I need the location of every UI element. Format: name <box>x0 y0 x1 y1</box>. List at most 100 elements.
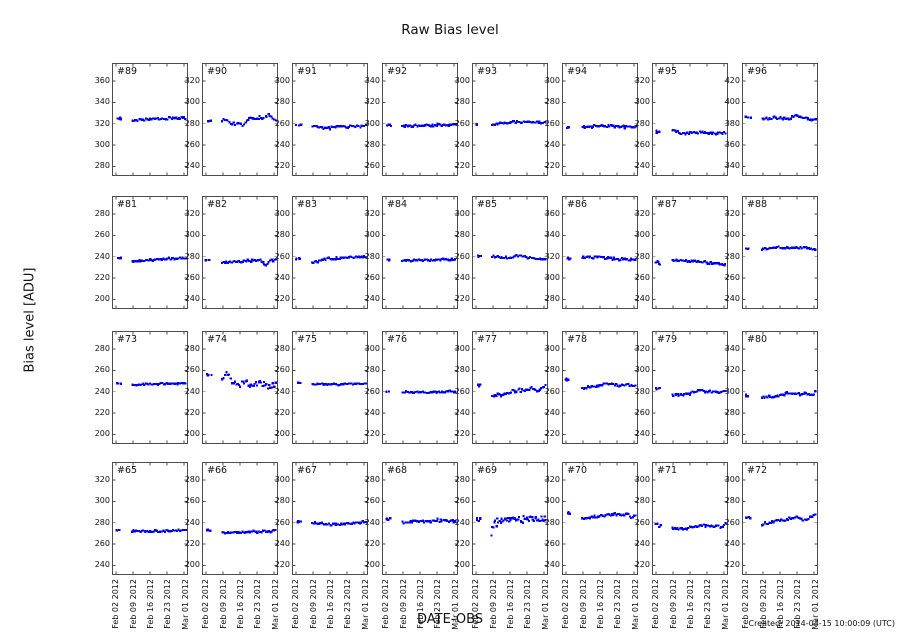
scatter-points-canvas <box>113 463 187 574</box>
y-tick-label: 300 <box>544 76 560 86</box>
y-tick-label: 220 <box>544 161 560 171</box>
y-tick-label: 200 <box>184 429 200 439</box>
y-tick-label: 200 <box>364 560 380 570</box>
subplot-label: #65 <box>117 465 138 476</box>
y-axis-label: Bias level [ADU] <box>22 267 38 373</box>
subplot-label: #79 <box>657 334 678 345</box>
y-tick-label: 280 <box>94 209 110 219</box>
y-tick-label: 280 <box>544 517 560 527</box>
y-tick-label: 280 <box>724 251 740 261</box>
subplot-label: #78 <box>567 334 588 345</box>
y-tick-label: 260 <box>544 386 560 396</box>
y-tick-label: 280 <box>454 230 470 240</box>
subplot-94: #94 <box>562 63 638 176</box>
y-tick-label: 320 <box>544 251 560 261</box>
y-tick-label: 260 <box>544 539 560 549</box>
subplot-label: #93 <box>477 66 498 77</box>
y-tick-label: 240 <box>364 408 380 418</box>
y-tick-label: 260 <box>454 496 470 506</box>
y-tick-label: 280 <box>364 251 380 261</box>
y-tick-label: 260 <box>634 408 650 418</box>
y-tick-label: 260 <box>724 273 740 283</box>
y-tick-label: 300 <box>364 118 380 128</box>
subplot-label: #66 <box>207 465 228 476</box>
y-tick-label: 260 <box>184 140 200 150</box>
y-tick-label: 300 <box>634 475 650 485</box>
subplot-73: #73 <box>112 331 188 444</box>
y-tick-label: 240 <box>274 273 290 283</box>
scatter-points-canvas <box>293 64 367 175</box>
y-tick-label: 320 <box>94 118 110 128</box>
y-tick-label: 260 <box>184 273 200 283</box>
y-tick-label: 240 <box>94 251 110 261</box>
subplot-label: #85 <box>477 199 498 210</box>
y-tick-label: 280 <box>544 294 560 304</box>
x-tick-label: Feb 23 2012 <box>703 579 713 629</box>
scatter-points-canvas <box>383 64 457 175</box>
y-tick-label: 280 <box>94 344 110 354</box>
subplot-label: #83 <box>297 199 318 210</box>
y-tick-label: 400 <box>724 97 740 107</box>
scatter-points-canvas <box>203 463 277 574</box>
subplot-66: #66 <box>202 462 278 575</box>
x-tick-label: Feb 02 2012 <box>381 579 391 629</box>
subplot-label: #80 <box>747 334 768 345</box>
scatter-points-canvas <box>653 197 727 308</box>
subplot-76: #76 <box>382 331 458 444</box>
x-tick-label: Feb 16 2012 <box>326 579 335 629</box>
created-timestamp: Created: 2014-04-15 10:00:09 (UTC) <box>748 619 895 628</box>
y-tick-label: 300 <box>184 97 200 107</box>
scatter-points-canvas <box>653 332 727 443</box>
subplot-label: #74 <box>207 334 228 345</box>
y-tick-label: 260 <box>364 161 380 171</box>
y-tick-label: 320 <box>364 97 380 107</box>
y-tick-label: 220 <box>454 539 470 549</box>
y-tick-label: 300 <box>724 386 740 396</box>
y-tick-label: 240 <box>544 560 560 570</box>
subplot-95: #95 <box>652 63 728 176</box>
subplot-label: #82 <box>207 199 228 210</box>
x-tick-label: Mar 01 2012 <box>450 579 460 630</box>
y-tick-label: 340 <box>724 161 740 171</box>
y-tick-label: 380 <box>724 118 740 128</box>
y-tick-label: 220 <box>274 408 290 418</box>
subplot-label: #69 <box>477 465 498 476</box>
y-tick-label: 220 <box>364 429 380 439</box>
x-tick-label: Feb 02 2012 <box>471 579 481 629</box>
x-tick-label: Feb 02 2012 <box>561 579 571 629</box>
y-tick-label: 320 <box>364 209 380 219</box>
x-tick-label: Feb 16 2012 <box>686 579 695 629</box>
y-tick-label: 300 <box>184 230 200 240</box>
x-tick-label: Feb 02 2012 <box>111 579 121 629</box>
scatter-points-canvas <box>113 197 187 308</box>
x-tick-label: Feb 09 2012 <box>758 579 768 629</box>
y-tick-label: 280 <box>454 97 470 107</box>
x-tick-label: Mar 01 2012 <box>180 579 190 630</box>
x-tick-label: Feb 09 2012 <box>488 579 498 629</box>
subplot-78: #78 <box>562 331 638 444</box>
y-tick-label: 240 <box>274 386 290 396</box>
x-tick-label: Feb 09 2012 <box>398 579 408 629</box>
subplot-75: #75 <box>292 331 368 444</box>
subplot-label: #72 <box>747 465 768 476</box>
y-tick-label: 260 <box>544 118 560 128</box>
x-tick-label: Feb 23 2012 <box>343 579 353 629</box>
y-tick-label: 280 <box>274 496 290 506</box>
subplot-91: #91 <box>292 63 368 176</box>
x-tick-label: Feb 16 2012 <box>416 579 425 629</box>
y-tick-label: 300 <box>724 230 740 240</box>
subplot-label: #92 <box>387 66 408 77</box>
subplot-label: #76 <box>387 334 408 345</box>
subplot-label: #68 <box>387 465 408 476</box>
y-tick-label: 280 <box>454 365 470 375</box>
x-tick-label: Feb 02 2012 <box>651 579 661 629</box>
y-tick-label: 240 <box>274 539 290 549</box>
subplot-86: #86 <box>562 196 638 309</box>
x-tick-label: Feb 16 2012 <box>596 579 605 629</box>
x-tick-label: Feb 09 2012 <box>668 579 678 629</box>
y-tick-label: 360 <box>94 76 110 86</box>
subplot-label: #87 <box>657 199 678 210</box>
y-tick-label: 260 <box>274 365 290 375</box>
x-tick-label: Feb 09 2012 <box>128 579 138 629</box>
